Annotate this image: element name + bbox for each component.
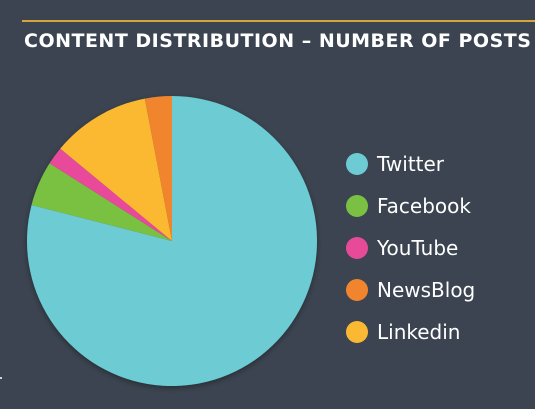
corner-mark — [0, 377, 2, 379]
legend-label: Linkedin — [377, 320, 461, 344]
legend-label: NewsBlog — [377, 278, 476, 302]
pie-slice-youtube — [49, 148, 172, 241]
legend-swatch — [346, 321, 368, 343]
legend-item-linkedin: Linkedin — [346, 311, 475, 353]
legend-item-twitter: Twitter — [346, 143, 475, 185]
pie-slice-linkedin — [60, 98, 172, 241]
legend-item-facebook: Facebook — [346, 185, 475, 227]
legend-swatch — [346, 153, 368, 175]
legend-label: Facebook — [377, 194, 471, 218]
pie-slice-facebook — [31, 163, 173, 241]
title-rule — [22, 20, 535, 22]
legend-item-newsblog: NewsBlog — [346, 269, 475, 311]
legend-swatch — [346, 279, 368, 301]
legend-label: Twitter — [377, 152, 445, 176]
pie-slice-twitter — [27, 96, 318, 386]
chart-title: CONTENT DISTRIBUTION – NUMBER OF POSTS — [24, 30, 532, 52]
legend-item-youtube: YouTube — [346, 227, 475, 269]
pie-slice-newsblog — [144, 96, 172, 241]
legend-swatch — [346, 237, 368, 259]
chart-legend: Twitter Facebook YouTube NewsBlog Linkedin — [346, 143, 475, 353]
legend-swatch — [346, 195, 368, 217]
legend-label: YouTube — [377, 236, 459, 260]
